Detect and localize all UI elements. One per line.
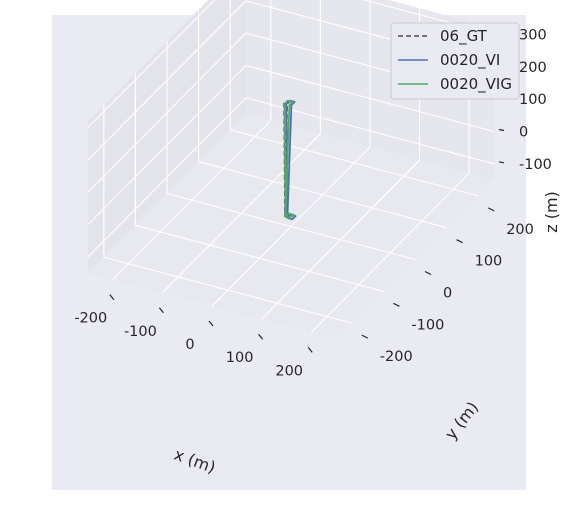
y-tick-mark bbox=[361, 334, 369, 339]
legend: 06_GT 0020_VI 0020_VIG bbox=[390, 22, 520, 100]
y-tick-mark bbox=[456, 239, 463, 244]
x-tick-mark bbox=[158, 307, 164, 314]
grid-y-floor bbox=[103, 256, 352, 324]
z-tick-label: 0 bbox=[519, 124, 528, 140]
x-tick-label: -100 bbox=[124, 324, 157, 340]
z-axis-label: z (m) bbox=[542, 191, 561, 233]
y-tick-label: -100 bbox=[411, 317, 444, 333]
y-tick-mark bbox=[424, 270, 432, 276]
grid-y-floor bbox=[166, 192, 416, 261]
grid-z-left bbox=[87, 0, 216, 128]
legend-box bbox=[390, 22, 520, 100]
legend-label-vig: 0020_VIG bbox=[440, 75, 512, 94]
z-tick-label: -100 bbox=[519, 157, 552, 173]
legend-label-gt: 06_GT bbox=[440, 27, 488, 46]
z-tick-label: 300 bbox=[519, 27, 547, 43]
x-tick-mark bbox=[258, 333, 264, 340]
grid-z-left bbox=[87, 65, 247, 225]
grid-y-floor bbox=[230, 129, 479, 197]
x-tick-label: 100 bbox=[226, 350, 254, 366]
grid-y-floor bbox=[135, 224, 384, 292]
x-tick-mark bbox=[109, 294, 115, 300]
z-tick-label: 200 bbox=[519, 60, 547, 76]
x-tick-mark bbox=[307, 347, 313, 353]
z-tick-label: 100 bbox=[519, 92, 547, 108]
grid-z-left bbox=[87, 32, 247, 193]
x-tick-label: 0 bbox=[185, 337, 194, 353]
grid-z-left bbox=[87, 97, 247, 258]
grid-y-floor bbox=[198, 161, 447, 229]
y-tick-label: 100 bbox=[475, 254, 503, 270]
grid-z-right bbox=[245, 64, 495, 133]
legend-label-vi: 0020_VI bbox=[440, 51, 500, 70]
grid-z-left bbox=[87, 0, 247, 161]
z-tick-mark bbox=[498, 161, 505, 164]
trajectory-2 bbox=[283, 99, 295, 219]
z-tick-mark bbox=[498, 128, 505, 132]
x-tick-label: 200 bbox=[275, 363, 303, 379]
x-tick-mark bbox=[208, 320, 214, 327]
y-tick-label: -200 bbox=[380, 349, 413, 365]
y-tick-label: 200 bbox=[506, 222, 534, 238]
y-tick-label: 0 bbox=[443, 286, 452, 302]
y-tick-mark bbox=[393, 302, 400, 307]
x-tick-label: -200 bbox=[74, 311, 107, 327]
y-tick-mark bbox=[487, 207, 495, 212]
